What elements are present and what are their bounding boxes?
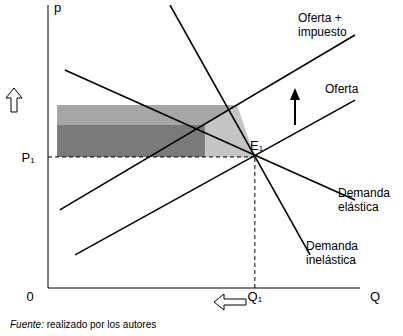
svg-text:P₁: P₁ — [21, 150, 35, 165]
svg-text:Fuente: realizado por los auto: Fuente: realizado por los autores — [10, 319, 156, 330]
svg-text:inelástica: inelástica — [306, 253, 356, 267]
svg-text:Q₁: Q₁ — [248, 289, 263, 304]
svg-text:p: p — [54, 0, 61, 15]
svg-text:elástica: elástica — [338, 200, 379, 214]
svg-text:Oferta +: Oferta + — [298, 11, 342, 25]
svg-text:impuesto: impuesto — [298, 25, 347, 39]
svg-text:Oferta: Oferta — [325, 82, 359, 96]
svg-text:Demanda: Demanda — [306, 239, 358, 253]
svg-text:0: 0 — [26, 289, 33, 304]
svg-text:Demanda: Demanda — [338, 186, 390, 200]
svg-text:E₁: E₁ — [250, 138, 264, 153]
svg-text:Q: Q — [370, 289, 380, 304]
